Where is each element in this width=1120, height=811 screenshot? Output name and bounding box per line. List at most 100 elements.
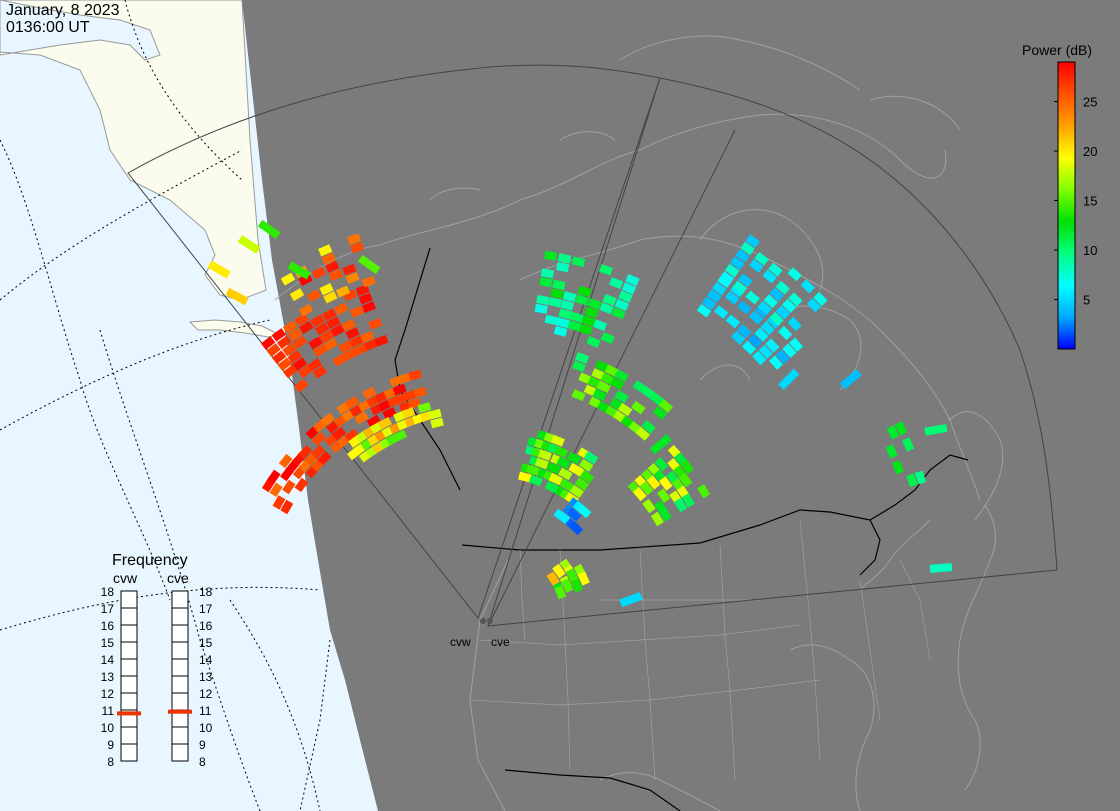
echo-cell xyxy=(392,383,407,396)
echo-cell xyxy=(619,592,643,608)
echo-cell xyxy=(349,305,364,318)
echo-cell xyxy=(757,300,772,315)
echo-cell xyxy=(317,451,332,466)
echo-cell xyxy=(334,302,349,315)
echo-cell xyxy=(929,562,953,573)
echo-cell xyxy=(567,507,582,522)
echo-cell xyxy=(272,495,286,510)
echo-cell xyxy=(287,327,303,342)
echo-cell xyxy=(894,421,908,436)
echo-cell xyxy=(641,419,656,434)
echo-cell xyxy=(714,305,729,319)
echo-cell xyxy=(775,305,790,320)
radar-echoes xyxy=(207,219,953,608)
radar-sites: cvw cve xyxy=(450,618,510,649)
echo-cell xyxy=(754,327,769,342)
colorbar-tick-label: 20 xyxy=(1083,144,1097,159)
echo-cell xyxy=(297,364,313,379)
echo-cell xyxy=(649,434,672,455)
echo-cell xyxy=(604,364,619,377)
daylight-land xyxy=(0,0,267,301)
echo-cell xyxy=(360,330,375,343)
echo-cell xyxy=(775,349,790,364)
echo-cell xyxy=(762,269,777,284)
echo-cell xyxy=(760,321,775,336)
radar-label-cve: cve xyxy=(491,635,510,649)
echo-cell xyxy=(758,344,773,359)
echo-cell xyxy=(731,330,746,345)
frequency-label-left: 10 xyxy=(101,721,115,735)
echo-cell xyxy=(368,318,383,330)
echo-cell xyxy=(914,470,927,485)
echo-cell xyxy=(277,357,292,372)
echo-cell xyxy=(768,262,783,277)
echo-cell xyxy=(556,456,571,470)
echo-cell xyxy=(712,281,727,296)
echo-cell xyxy=(554,585,567,600)
echo-cell xyxy=(906,473,918,488)
echo-cell xyxy=(294,378,309,393)
echo-cell xyxy=(561,578,574,593)
echo-cell xyxy=(596,380,611,394)
echo-cell xyxy=(729,256,745,270)
frequency-label-right: 12 xyxy=(199,687,213,701)
echo-cell xyxy=(308,336,323,350)
echo-cell xyxy=(271,328,287,342)
echo-cell xyxy=(754,251,769,266)
echo-cell xyxy=(335,285,351,298)
echo-cell xyxy=(550,434,565,447)
echo-cell xyxy=(331,426,347,441)
frequency-label-right: 16 xyxy=(199,619,213,633)
echo-cell xyxy=(559,478,574,492)
echo-cell xyxy=(769,311,784,326)
echo-cell xyxy=(311,444,326,459)
echo-cell xyxy=(902,437,915,452)
echo-cell xyxy=(553,326,568,337)
echo-cell xyxy=(287,350,302,364)
echo-cell xyxy=(363,339,378,351)
echo-cell xyxy=(566,451,582,465)
frequency-label-right: 17 xyxy=(199,602,213,616)
echo-cell xyxy=(298,445,313,460)
echo-cell xyxy=(778,325,793,341)
echo-cell xyxy=(344,396,360,410)
echo-cell xyxy=(581,315,596,327)
echo-cell xyxy=(555,317,570,329)
echo-cell xyxy=(609,377,625,390)
echo-cell xyxy=(311,431,326,446)
echo-cell xyxy=(577,285,592,297)
echo-cell xyxy=(701,296,717,311)
echo-cell xyxy=(737,324,752,339)
echo-cell xyxy=(428,408,442,420)
frequency-label-left: 9 xyxy=(107,738,114,752)
echo-cell xyxy=(602,294,617,306)
echo-cell xyxy=(341,319,356,332)
echo-cell xyxy=(407,397,422,410)
echo-cell xyxy=(332,353,347,367)
echo-cell xyxy=(283,364,298,379)
frequency-label-right: 15 xyxy=(199,636,213,650)
echo-cell xyxy=(546,571,560,586)
echo-cell xyxy=(280,272,296,286)
frequency-label-left: 13 xyxy=(101,670,115,684)
echo-cell xyxy=(321,252,336,265)
echo-cell xyxy=(322,308,337,321)
echo-cell xyxy=(342,263,357,276)
echo-cell xyxy=(658,399,674,414)
echo-cell xyxy=(374,334,389,347)
echo-cell xyxy=(534,303,548,314)
echo-cell xyxy=(269,482,283,498)
echo-cell xyxy=(769,355,783,370)
echo-cell xyxy=(788,292,803,307)
echo-cell xyxy=(540,268,555,279)
echo-cell xyxy=(558,467,573,481)
echo-cell xyxy=(292,357,308,371)
echo-cell xyxy=(276,335,292,349)
echo-cell xyxy=(839,369,862,390)
echo-cell xyxy=(765,338,780,353)
echo-cell xyxy=(646,475,661,490)
echo-cell xyxy=(278,453,293,469)
echo-cell xyxy=(362,386,377,400)
echo-cell xyxy=(575,352,590,364)
echo-cell xyxy=(534,457,549,470)
